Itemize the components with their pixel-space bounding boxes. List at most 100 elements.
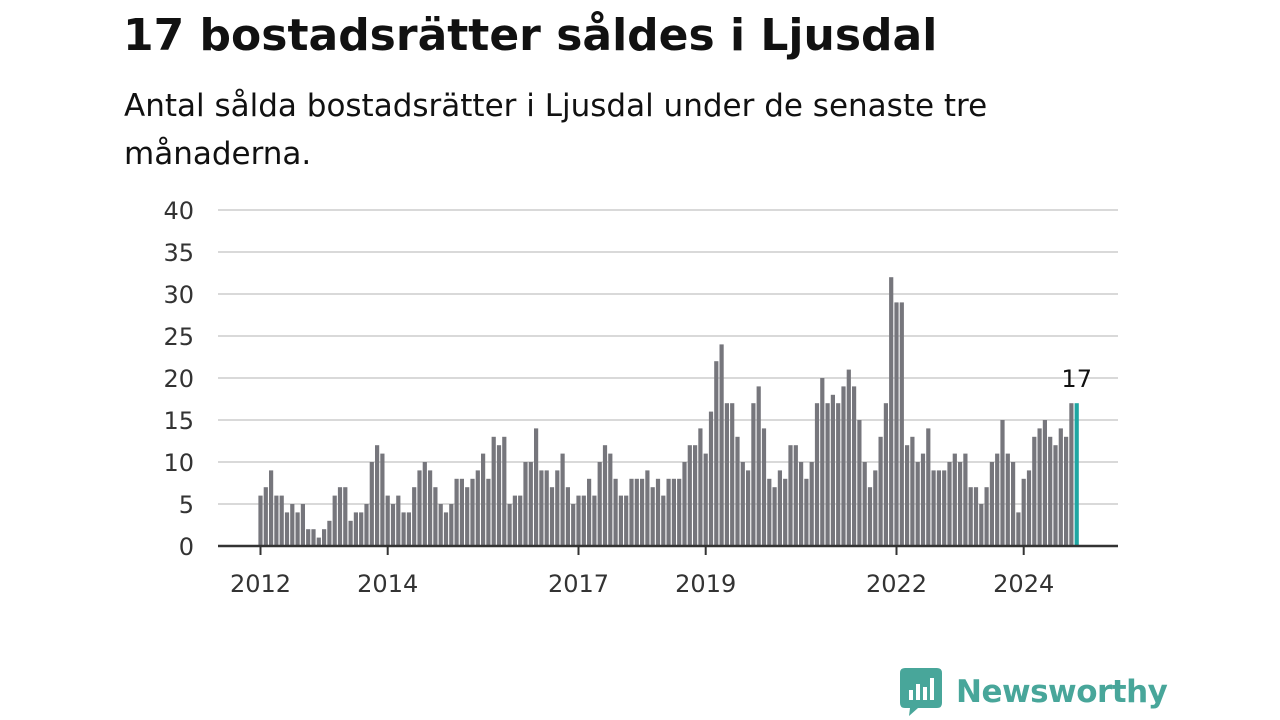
bar [1058, 428, 1063, 546]
bar [761, 428, 767, 546]
bar [814, 403, 820, 546]
bar [592, 495, 597, 546]
brand-name: Newsworthy [956, 674, 1168, 710]
bar [459, 478, 464, 546]
y-tick-label: 35 [163, 239, 194, 267]
bar [385, 495, 390, 546]
bar [544, 470, 549, 546]
bar [263, 487, 268, 546]
bar [576, 495, 581, 546]
highlight-value-label: 17 [1061, 365, 1092, 393]
bar [889, 277, 894, 546]
y-tick-label: 20 [163, 365, 194, 393]
bar [1048, 436, 1053, 546]
bar [703, 453, 708, 546]
bar [984, 487, 989, 546]
y-tick-label: 15 [163, 407, 194, 435]
bar [1064, 436, 1069, 546]
bar [401, 512, 406, 546]
x-axis-ticks: 2012 2014 2017 2019 2022 2024 [230, 546, 1054, 598]
bar [830, 394, 835, 546]
bar [348, 520, 353, 546]
bar [534, 428, 539, 546]
bar [316, 537, 321, 546]
bar [772, 487, 777, 546]
bar [608, 453, 613, 546]
newsworthy-logo: Newsworthy [900, 668, 1168, 716]
bar [979, 504, 984, 546]
bar [1000, 420, 1005, 546]
bar-chart: 0 5 10 15 20 25 30 35 40 2012 2014 2017 2019 2022 202… [163, 197, 1118, 598]
bar [406, 512, 411, 546]
bar [390, 504, 396, 546]
bar [936, 470, 941, 546]
data-labels: 17 [1061, 365, 1092, 393]
x-tick-label: 2014 [357, 570, 418, 598]
bar [258, 495, 263, 546]
bar [581, 495, 586, 546]
bar [767, 478, 772, 546]
bar [634, 478, 639, 546]
highlight-bar [1074, 403, 1079, 546]
bar [311, 529, 316, 546]
y-tick-label: 25 [163, 323, 194, 351]
bar [719, 344, 724, 546]
bar [290, 504, 295, 546]
bar [973, 487, 979, 546]
bar [300, 504, 305, 546]
bar [804, 478, 809, 546]
bar [836, 403, 841, 546]
bar [661, 495, 666, 546]
bar [539, 470, 544, 546]
bar [714, 361, 719, 546]
bar [475, 470, 480, 546]
bar [523, 462, 528, 546]
bar [730, 403, 735, 546]
bar [454, 478, 459, 546]
bar [693, 445, 698, 546]
bar [295, 512, 300, 546]
bar [852, 386, 857, 546]
bar [518, 495, 523, 546]
newsworthy-chart-bubble-icon [900, 668, 942, 716]
bar [1042, 420, 1047, 546]
bar [269, 470, 274, 546]
bar [417, 470, 422, 546]
bar [1053, 445, 1058, 546]
bar [549, 487, 555, 546]
bar [788, 445, 793, 546]
bar [650, 487, 655, 546]
bar [449, 504, 454, 546]
bar [698, 428, 703, 546]
bar [867, 487, 873, 546]
bar [958, 462, 963, 546]
bar [809, 462, 814, 546]
bar [883, 403, 888, 546]
bar [332, 495, 337, 546]
bar [507, 504, 512, 546]
bar [878, 436, 883, 546]
bar [746, 470, 751, 546]
bar [512, 495, 517, 546]
bar [359, 512, 364, 546]
chart-title: 17 bostadsrätter såldes i Ljusdal [123, 10, 938, 61]
bar [496, 445, 502, 546]
bar [846, 369, 851, 546]
bar [1069, 403, 1074, 546]
bar [565, 487, 570, 546]
bar [910, 436, 915, 546]
bar [1005, 453, 1010, 546]
bar [926, 428, 931, 546]
bar [470, 478, 475, 546]
bar [989, 462, 994, 546]
bar [947, 462, 952, 546]
x-tick-label: 2017 [548, 570, 609, 598]
bar [369, 462, 374, 546]
bar [862, 462, 867, 546]
bar [671, 478, 676, 546]
bar [1026, 470, 1032, 546]
bar [486, 478, 491, 546]
bar [438, 504, 443, 546]
bar [560, 453, 565, 546]
bar [380, 453, 385, 546]
